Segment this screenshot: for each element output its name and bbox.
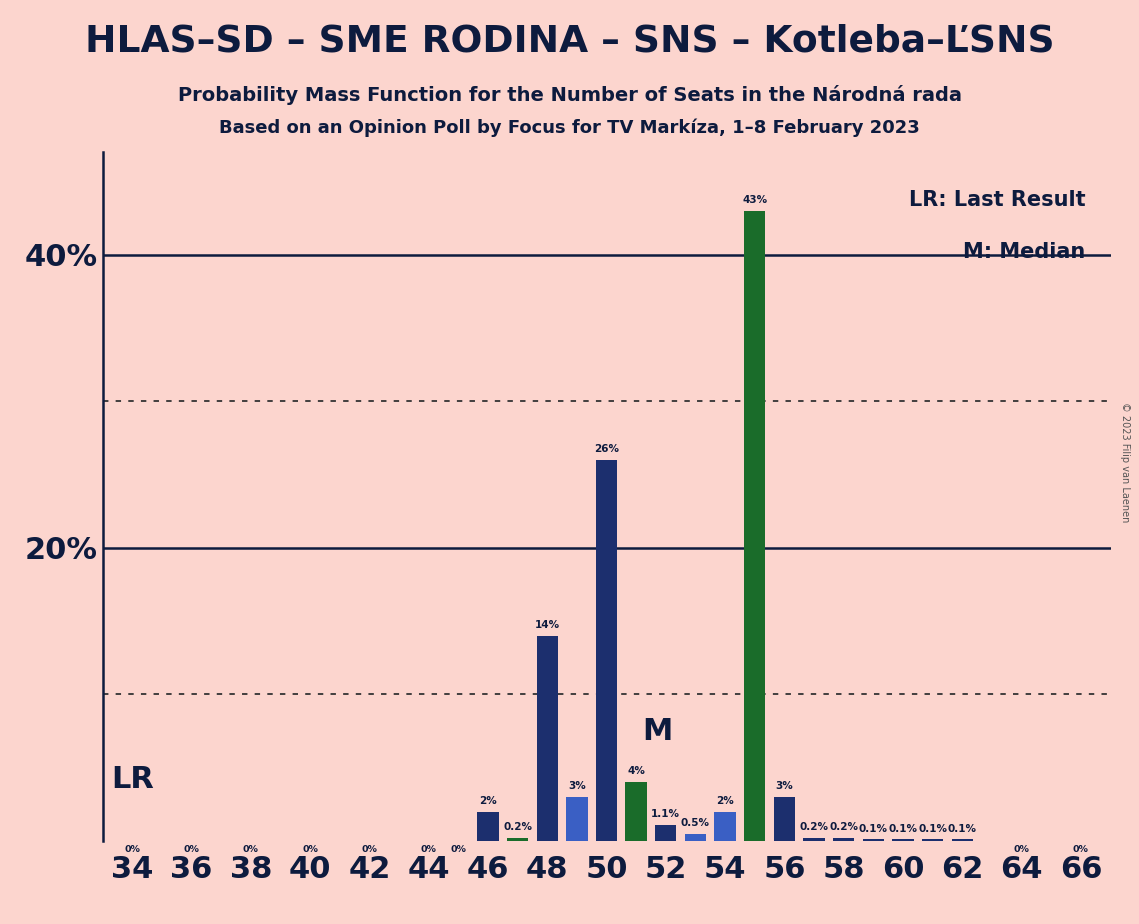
Text: 0.1%: 0.1%: [918, 823, 948, 833]
Text: 4%: 4%: [628, 766, 645, 776]
Text: 0%: 0%: [450, 845, 466, 854]
Bar: [477, 811, 499, 841]
Text: 0%: 0%: [124, 845, 140, 854]
Text: 0.1%: 0.1%: [859, 823, 887, 833]
Text: 2%: 2%: [480, 796, 497, 806]
Bar: [921, 839, 943, 841]
Bar: [803, 838, 825, 841]
Bar: [892, 839, 913, 841]
Text: M: Median: M: Median: [964, 242, 1085, 261]
Text: 0%: 0%: [1014, 845, 1030, 854]
Bar: [773, 796, 795, 841]
Bar: [714, 811, 736, 841]
Text: 0.2%: 0.2%: [829, 822, 858, 832]
Text: © 2023 Filip van Laenen: © 2023 Filip van Laenen: [1121, 402, 1130, 522]
Text: 0.5%: 0.5%: [681, 818, 710, 828]
Text: 0%: 0%: [361, 845, 377, 854]
Bar: [507, 838, 528, 841]
Bar: [536, 636, 558, 841]
Text: M: M: [642, 717, 672, 746]
Text: 0.1%: 0.1%: [948, 823, 977, 833]
Bar: [685, 833, 706, 841]
Bar: [951, 839, 973, 841]
Text: 3%: 3%: [776, 781, 793, 791]
Text: 3%: 3%: [568, 781, 585, 791]
Bar: [596, 460, 617, 841]
Text: 26%: 26%: [595, 444, 618, 455]
Bar: [566, 796, 588, 841]
Text: 0.2%: 0.2%: [503, 822, 532, 832]
Bar: [862, 839, 884, 841]
Text: Probability Mass Function for the Number of Seats in the Národná rada: Probability Mass Function for the Number…: [178, 85, 961, 105]
Text: Based on an Opinion Poll by Focus for TV Markíza, 1–8 February 2023: Based on an Opinion Poll by Focus for TV…: [219, 118, 920, 137]
Text: LR: LR: [112, 765, 154, 794]
Text: 0%: 0%: [1073, 845, 1089, 854]
Bar: [744, 211, 765, 841]
Text: 0%: 0%: [302, 845, 318, 854]
Text: 0.2%: 0.2%: [800, 822, 828, 832]
Bar: [833, 838, 854, 841]
Text: HLAS–SD – SME RODINA – SNS – Kotleba–ĽSNS: HLAS–SD – SME RODINA – SNS – Kotleba–ĽSN…: [84, 23, 1055, 59]
Text: 0.1%: 0.1%: [888, 823, 918, 833]
Text: 1.1%: 1.1%: [652, 808, 680, 819]
Text: 0%: 0%: [183, 845, 199, 854]
Text: 2%: 2%: [716, 796, 734, 806]
Bar: [655, 825, 677, 841]
Text: 0%: 0%: [243, 845, 259, 854]
Text: 14%: 14%: [534, 620, 559, 630]
Bar: [625, 783, 647, 841]
Text: LR: Last Result: LR: Last Result: [909, 190, 1085, 211]
Text: 0%: 0%: [420, 845, 436, 854]
Text: 43%: 43%: [743, 195, 768, 205]
